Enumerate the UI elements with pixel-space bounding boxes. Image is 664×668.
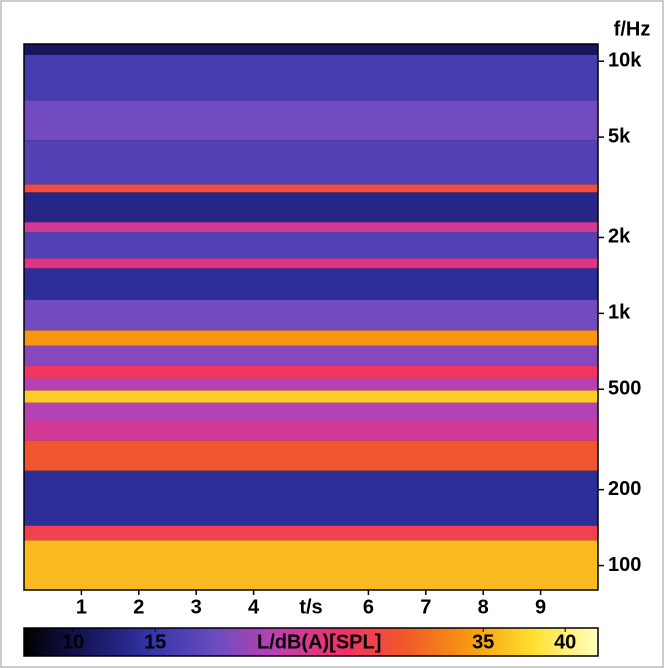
x-tick-label: 3: [191, 596, 202, 618]
spectrogram-band: [24, 390, 598, 403]
spectrogram-band: [24, 420, 598, 441]
x-tick-label: 1: [76, 596, 87, 618]
y-tick-label: 10k: [608, 49, 642, 71]
spectrogram-band: [24, 44, 598, 55]
spectrogram-band: [24, 330, 598, 346]
y-tick-label: 200: [608, 478, 641, 500]
spectrogram-band: [24, 258, 598, 269]
y-axis-label: f/Hz: [614, 18, 651, 40]
y-tick-label: 1k: [608, 302, 631, 324]
x-tick-label: 4: [248, 596, 260, 618]
spectrogram-band: [24, 365, 598, 379]
spectrogram-band: [24, 470, 598, 526]
spectrogram-band: [24, 268, 598, 300]
spectrogram-band: [24, 100, 598, 141]
spectrogram-band: [24, 440, 598, 471]
y-tick-label: 5k: [608, 125, 631, 147]
spectrogram-band: [24, 299, 598, 331]
colorbar-tick-label: 35: [472, 631, 494, 653]
x-tick-label: 9: [535, 596, 546, 618]
spectrogram-band: [24, 140, 598, 185]
x-axis-label: t/s: [299, 596, 322, 618]
colorbar-tick-label: 15: [144, 631, 166, 653]
y-tick-label: 100: [608, 554, 641, 576]
spectrogram-band: [24, 345, 598, 366]
spectrogram-band: [24, 402, 598, 421]
x-tick-label: 7: [420, 596, 431, 618]
x-tick-label: 6: [363, 596, 374, 618]
spectrogram-band: [24, 525, 598, 541]
spectrogram-band: [24, 54, 598, 101]
spectrogram-band: [24, 378, 598, 391]
y-tick-label: 2k: [608, 226, 631, 248]
spectrogram-band: [24, 192, 598, 223]
x-tick-label: 2: [133, 596, 144, 618]
x-tick-label: 8: [478, 596, 489, 618]
spectrogram-band: [24, 540, 598, 590]
colorbar-tick-label: 40: [554, 631, 576, 653]
plot-border: [23, 43, 599, 591]
colorbar-label: L/dB(A)[SPL]: [257, 631, 381, 653]
colorbar-tick-label: 10: [62, 631, 84, 653]
colorbar: [23, 627, 599, 657]
y-tick-label: 500: [608, 378, 641, 400]
spectrogram-band: [24, 222, 598, 233]
spectrogram-band: [24, 184, 598, 193]
spectrogram-band: [24, 232, 598, 259]
